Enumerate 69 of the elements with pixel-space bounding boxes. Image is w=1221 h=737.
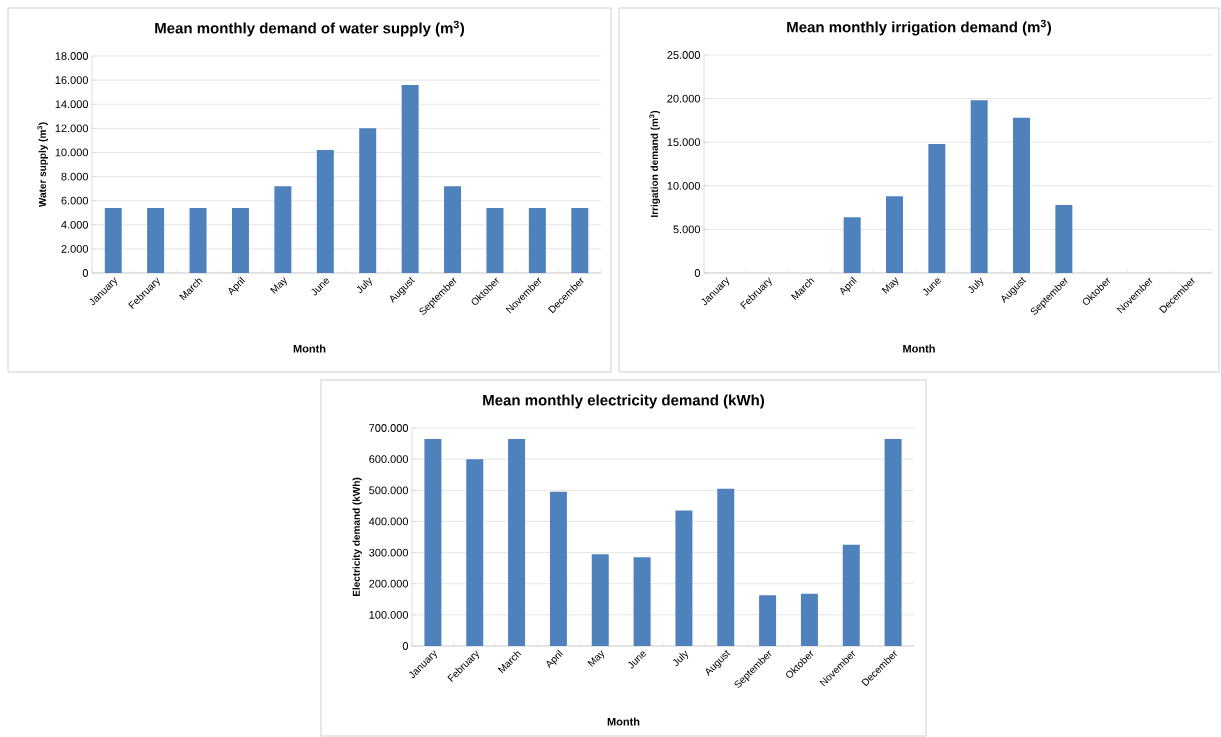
y-axis-title: Water supply (m$^{3}$) — [37, 122, 48, 208]
bar — [970, 100, 988, 273]
bar — [759, 595, 777, 646]
bar — [104, 207, 122, 273]
y-tick-label: 20.000 — [667, 94, 701, 103]
bar — [528, 207, 546, 273]
bar — [842, 544, 860, 646]
bar — [1013, 117, 1031, 273]
y-tick-label: 10.000 — [55, 148, 89, 157]
y-tick-label: 0 — [694, 269, 701, 277]
y-tick-label: 12.000 — [55, 124, 89, 133]
x-tick-label: July — [356, 277, 372, 293]
y-axis-title: Electricity demand (kWh) — [352, 477, 362, 597]
x-tick-label: May — [270, 277, 287, 294]
y-tick-label: 4.000 — [61, 220, 89, 229]
bar — [591, 554, 609, 646]
bar — [675, 510, 693, 646]
chart-title: Mean monthly demand of water supply (m$^{3}$) — [155, 20, 465, 37]
x-tick-label: May — [587, 650, 605, 667]
bar — [633, 557, 651, 646]
bar — [274, 186, 292, 273]
chart-title: Mean monthly irrigation demand (m$^{3}$) — [787, 19, 1052, 36]
bar — [1055, 204, 1073, 273]
bar — [486, 207, 504, 273]
bar — [843, 217, 861, 273]
y-tick-label: 200.000 — [369, 579, 409, 588]
bar — [359, 128, 377, 273]
y-tick-label: 0 — [82, 269, 89, 277]
bar — [424, 438, 442, 646]
x-axis-title: Month — [607, 717, 640, 726]
bar — [316, 150, 334, 273]
x-axis-title: Month — [903, 344, 935, 353]
bar — [508, 438, 526, 646]
bar — [147, 207, 165, 273]
y-tick-label: 14.000 — [55, 100, 89, 109]
x-axis-title: Month — [293, 344, 326, 353]
y-tick-label: 500.000 — [369, 486, 409, 495]
y-tick-label: 0 — [402, 642, 409, 650]
y-tick-label: 600.000 — [369, 455, 409, 464]
bar — [466, 459, 484, 646]
y-tick-label: 15.000 — [667, 138, 701, 147]
y-tick-label: 6.000 — [61, 196, 89, 205]
bar — [401, 84, 419, 273]
bar — [189, 207, 207, 273]
y-tick-label: 16.000 — [55, 76, 89, 84]
y-tick-label: 8.000 — [61, 172, 89, 181]
y-tick-label: 100.000 — [369, 610, 409, 619]
bar — [717, 488, 735, 646]
y-tick-label: 300.000 — [369, 548, 409, 557]
y-tick-label: 400.000 — [368, 517, 409, 526]
y-tick-label: 18.000 — [55, 52, 89, 60]
bar — [571, 207, 589, 273]
chart-title: Mean monthly electricity demand (kWh) — [483, 394, 765, 409]
bar — [886, 196, 904, 273]
bar — [800, 593, 818, 646]
y-axis-title: Irrigation demand (m$^{3}$) — [649, 110, 660, 217]
y-tick-label: 5.000 — [673, 225, 701, 234]
bar — [444, 186, 462, 273]
y-tick-label: 700.000 — [369, 424, 409, 432]
x-tick-label: May — [881, 277, 899, 294]
x-tick-label: July — [673, 650, 689, 666]
y-tick-label: 2.000 — [61, 245, 89, 253]
x-tick-label: July — [968, 277, 984, 293]
bar — [231, 207, 249, 273]
y-tick-label: 25.000 — [667, 51, 701, 59]
y-tick-label: 10.000 — [667, 181, 701, 190]
bar — [549, 491, 567, 646]
bar — [884, 438, 902, 646]
bar — [928, 143, 946, 273]
